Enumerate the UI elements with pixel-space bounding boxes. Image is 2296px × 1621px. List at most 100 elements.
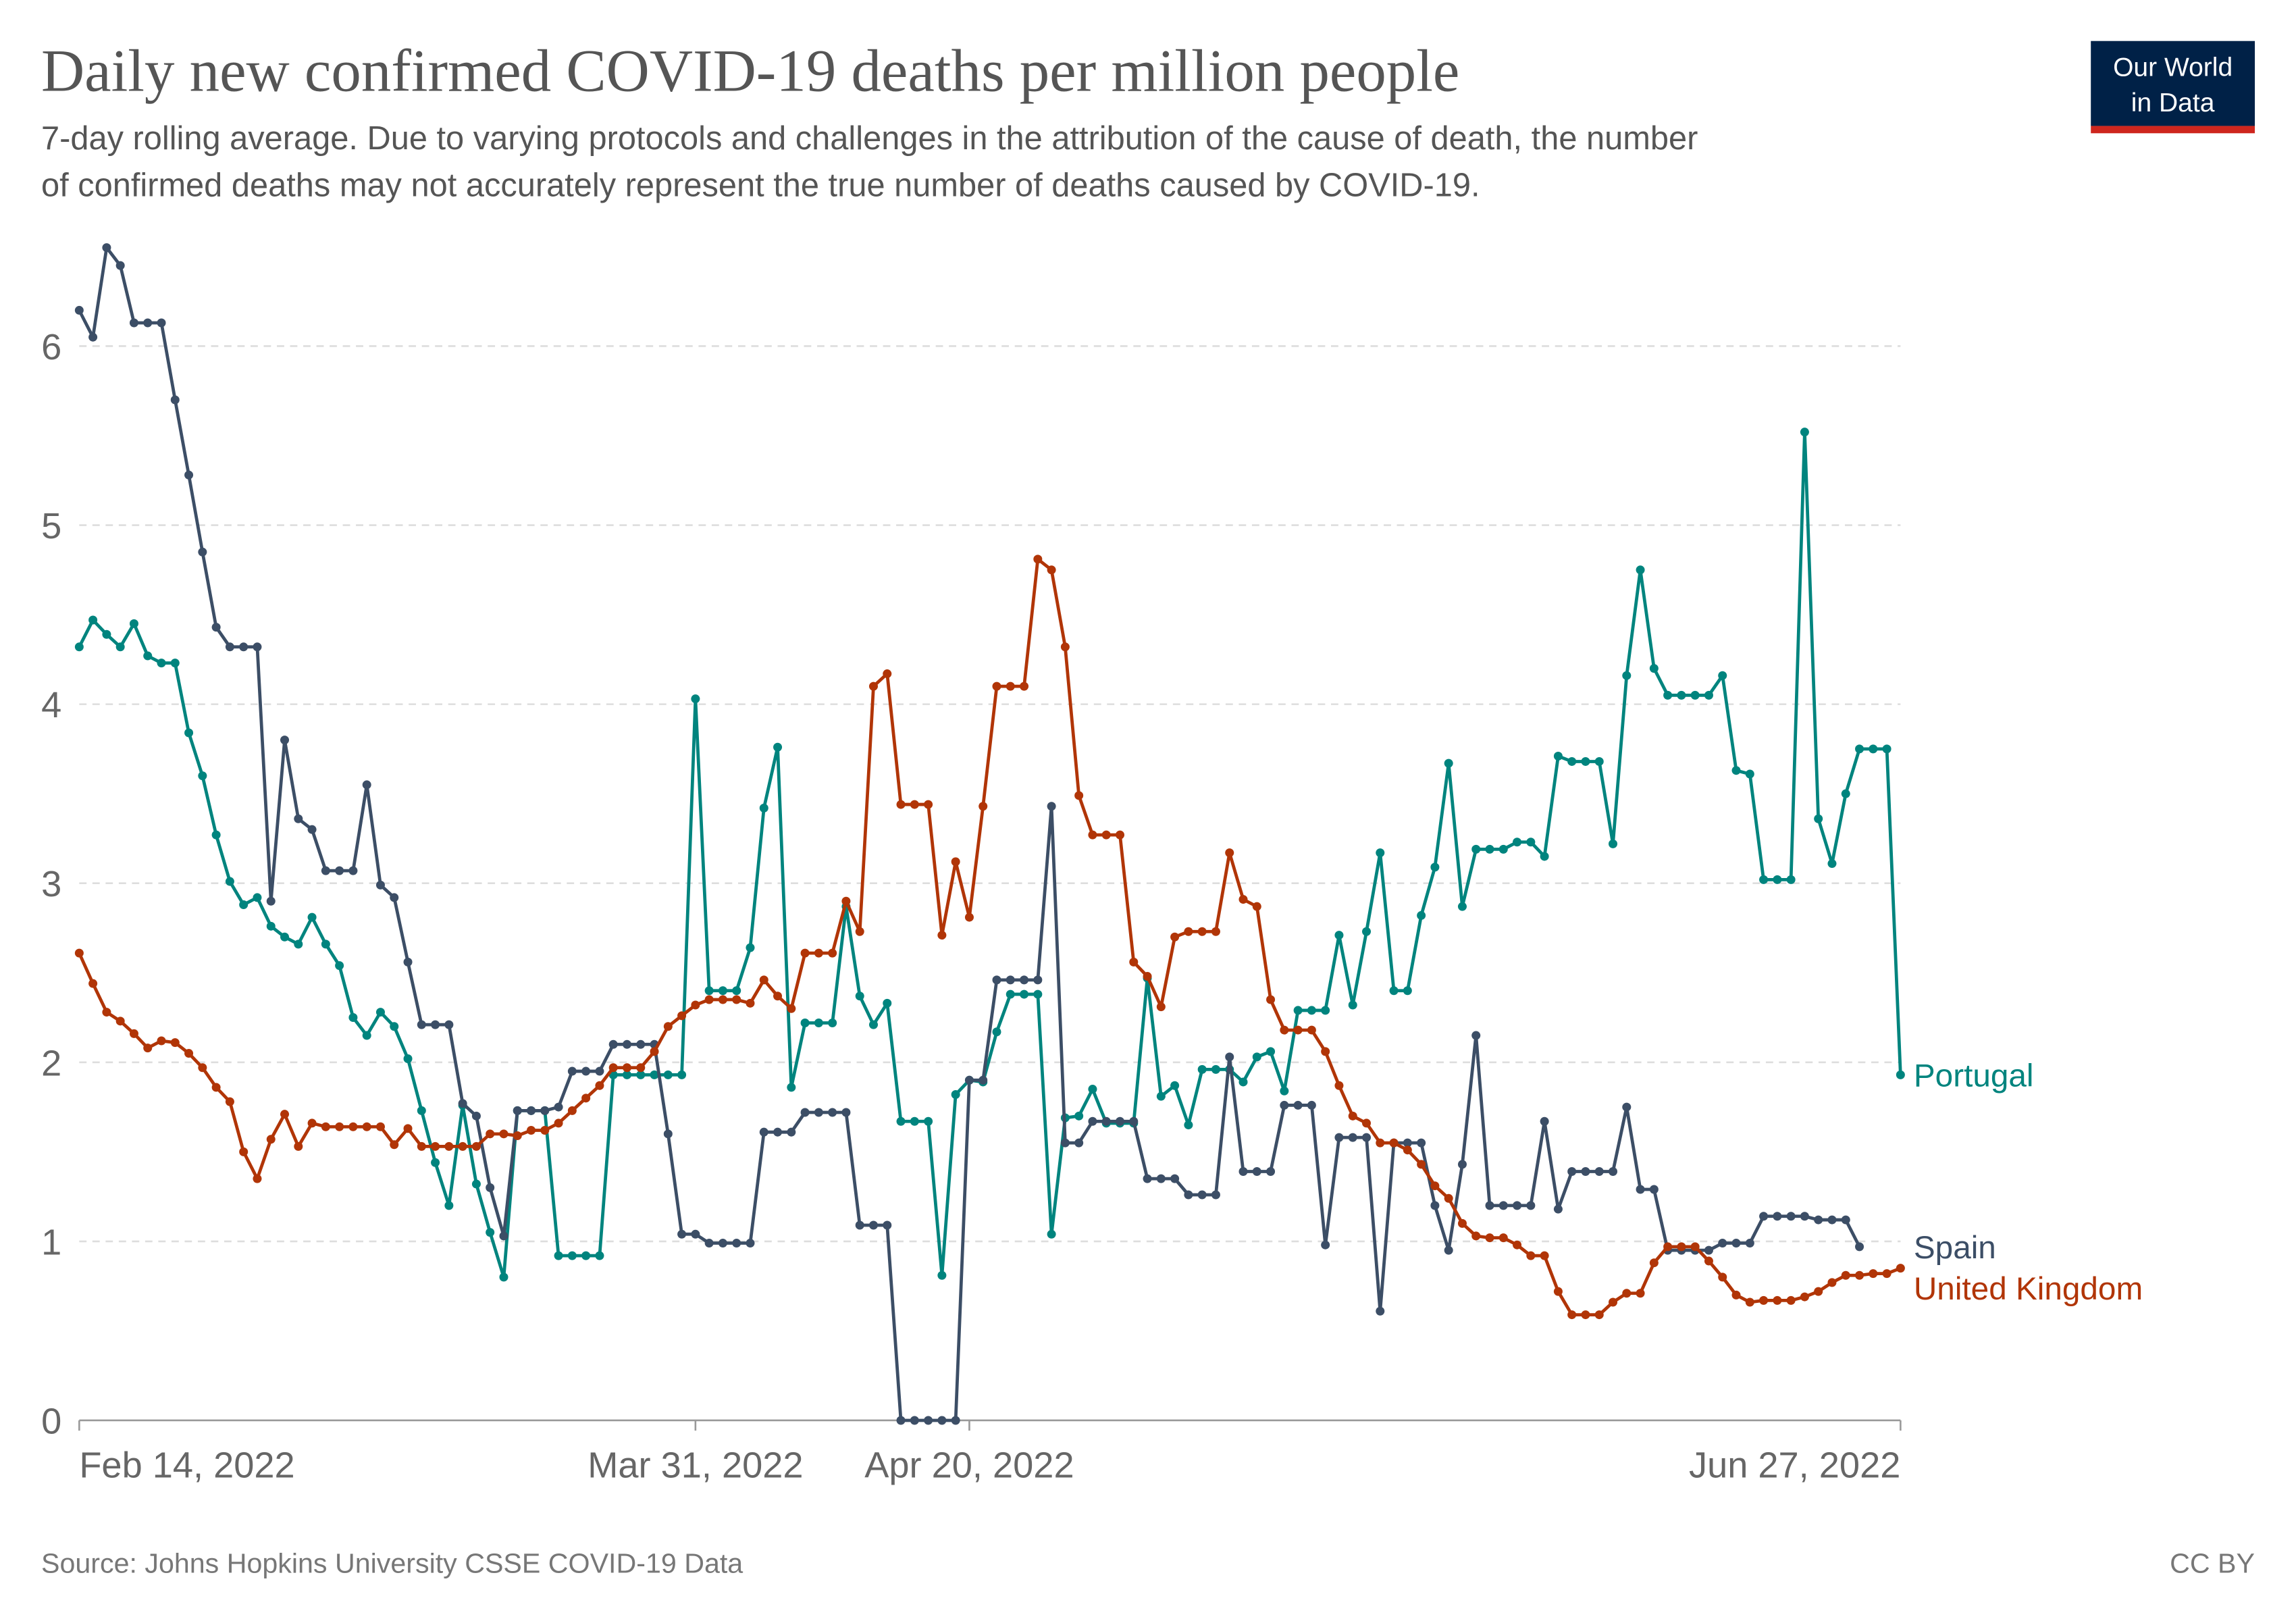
data-point [608,1039,618,1049]
data-point [1362,1133,1372,1142]
data-point [1006,989,1015,999]
data-point [471,1111,481,1121]
data-point [800,1108,810,1117]
y-tick-label: 1 [41,1222,61,1262]
data-point [266,896,276,906]
data-point [1417,910,1426,920]
data-point [444,1141,454,1151]
data-point [979,802,988,811]
data-point [1129,957,1139,967]
data-point [390,1140,399,1150]
data-point [992,1027,1001,1037]
data-point [102,629,111,639]
data-point [375,1008,385,1017]
data-point [499,1231,508,1241]
data-point [773,742,783,752]
data-point [1745,1297,1754,1307]
data-point [1814,814,1823,823]
data-point [1170,1174,1180,1183]
data-point [1690,690,1700,700]
data-point [1444,1193,1453,1203]
data-point [1170,932,1180,942]
x-tick-label: Feb 14, 2022 [79,1445,294,1486]
data-point [567,1251,577,1260]
data-point [1718,1239,1727,1248]
data-point [896,1116,906,1126]
data-point [458,1141,467,1151]
data-point [1841,789,1850,798]
data-point [718,1239,727,1248]
data-point [1540,852,1549,861]
data-point [1841,1270,1850,1280]
data-point [129,619,138,628]
data-point [225,877,234,886]
data-point [1896,1070,1905,1079]
data-point [567,1066,577,1076]
data-point [1457,1160,1467,1169]
data-point [636,1039,646,1049]
data-point [732,995,741,1004]
data-point [1334,1133,1344,1142]
data-point [321,866,330,875]
data-point [1855,1242,1864,1252]
data-point [1609,1297,1618,1307]
data-point [540,1106,550,1115]
data-point [527,1126,536,1135]
data-point [1827,859,1837,869]
data-point [554,1251,563,1260]
data-point [1143,1174,1152,1183]
data-point [1677,690,1686,700]
data-point [1800,428,1809,437]
data-point [1636,1185,1645,1194]
data-point [1211,927,1220,936]
data-point [663,1129,673,1139]
data-point [102,1008,111,1017]
data-point [622,1070,631,1079]
data-point [1814,1215,1823,1225]
data-point [992,681,1001,691]
series-line [78,430,1902,1279]
y-tick-label: 4 [41,685,61,725]
data-point [581,1251,591,1260]
data-point [1088,1116,1097,1126]
data-point [102,243,111,253]
data-point [800,1018,810,1027]
data-point [1266,1047,1276,1056]
data-point [1074,1111,1084,1121]
data-point [1677,1242,1686,1252]
data-point [1800,1292,1809,1302]
data-point [650,1047,659,1056]
x-tick-label: Mar 31, 2022 [588,1445,803,1486]
data-point [74,305,84,315]
data-point [1006,975,1015,985]
data-point [1101,1116,1111,1126]
data-point [321,1122,330,1131]
data-point [1718,671,1727,680]
data-point [444,1020,454,1029]
subtitle: of confirmed deaths may not accurately r… [41,168,1480,204]
data-point [1814,1287,1823,1296]
data-point [841,896,851,906]
data-point [1704,690,1713,700]
data-point [1088,830,1097,840]
data-point [1047,1229,1056,1239]
data-point [1581,1310,1590,1320]
data-point [403,1124,413,1133]
data-point [814,948,823,958]
data-point [74,642,84,652]
data-point [513,1131,522,1140]
data-point [1060,642,1070,652]
data-point [115,642,125,652]
x-tick-label: Jun 27, 2022 [1689,1445,1900,1486]
data-point [362,1122,371,1131]
data-point [1307,1025,1316,1035]
data-point [1348,1000,1357,1010]
data-point [1020,975,1029,985]
data-point [581,1093,591,1103]
data-point [1047,802,1056,811]
data-point [1896,1264,1905,1273]
data-point [1485,1201,1494,1210]
data-point [924,800,933,809]
data-point [499,1129,508,1139]
data-point [280,736,290,745]
